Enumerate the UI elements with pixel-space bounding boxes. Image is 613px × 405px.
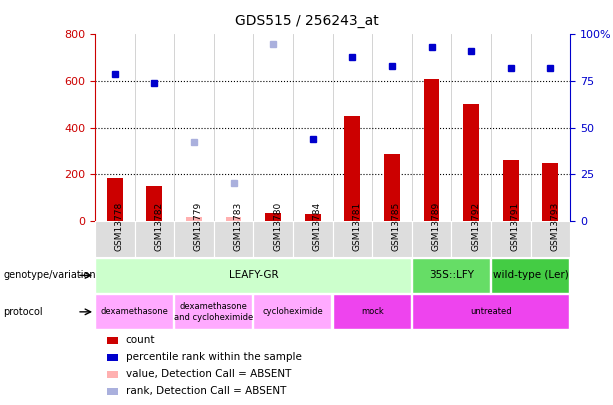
Text: GSM13793: GSM13793 [550,202,559,251]
Text: mock: mock [361,307,384,316]
Bar [463,104,479,221]
Text: GSM13785: GSM13785 [392,202,401,251]
Text: GSM13792: GSM13792 [471,202,480,251]
Text: LEAFY-GR: LEAFY-GR [229,271,278,280]
Bar [503,160,519,221]
FancyBboxPatch shape [412,294,569,329]
FancyBboxPatch shape [174,221,214,257]
FancyBboxPatch shape [293,221,332,257]
FancyBboxPatch shape [174,294,252,329]
Text: 35S::LFY: 35S::LFY [429,271,474,280]
FancyBboxPatch shape [332,221,372,257]
Text: percentile rank within the sample: percentile rank within the sample [126,352,302,362]
Text: GSM13784: GSM13784 [313,202,322,251]
FancyBboxPatch shape [214,221,253,257]
Bar [226,217,242,221]
FancyBboxPatch shape [491,258,569,293]
Text: GDS515 / 256243_at: GDS515 / 256243_at [235,14,378,28]
Text: untreated: untreated [470,307,512,316]
Text: GSM13782: GSM13782 [154,202,164,251]
Bar [265,213,281,221]
Text: GSM13783: GSM13783 [234,202,243,251]
FancyBboxPatch shape [95,258,411,293]
FancyBboxPatch shape [135,221,174,257]
Bar [384,154,400,221]
Text: GSM13789: GSM13789 [432,202,441,251]
Text: GSM13779: GSM13779 [194,202,203,251]
Text: GSM13791: GSM13791 [511,202,520,251]
Bar [345,116,360,221]
Text: wild-type (Ler): wild-type (Ler) [493,271,568,280]
Text: GSM13780: GSM13780 [273,202,282,251]
Bar [186,217,202,221]
Text: rank, Detection Call = ABSENT: rank, Detection Call = ABSENT [126,386,286,396]
FancyBboxPatch shape [451,221,491,257]
Bar [424,79,440,221]
Bar [147,186,162,221]
Bar [107,178,123,221]
FancyBboxPatch shape [412,258,490,293]
Text: GSM13781: GSM13781 [352,202,361,251]
FancyBboxPatch shape [332,294,411,329]
FancyBboxPatch shape [95,294,173,329]
Bar [186,217,202,221]
Bar [226,217,242,221]
Text: genotype/variation: genotype/variation [3,271,96,280]
Text: dexamethasone
and cycloheximide: dexamethasone and cycloheximide [174,302,253,322]
FancyBboxPatch shape [253,221,293,257]
Text: cycloheximide: cycloheximide [262,307,323,316]
FancyBboxPatch shape [95,221,135,257]
Text: dexamethasone: dexamethasone [101,307,169,316]
Text: protocol: protocol [3,307,43,317]
Text: value, Detection Call = ABSENT: value, Detection Call = ABSENT [126,369,291,379]
Bar [305,214,321,221]
FancyBboxPatch shape [412,221,451,257]
FancyBboxPatch shape [491,221,530,257]
FancyBboxPatch shape [530,221,570,257]
FancyBboxPatch shape [372,221,412,257]
Bar [543,163,558,221]
FancyBboxPatch shape [253,294,332,329]
Text: GSM13778: GSM13778 [115,202,124,251]
Text: count: count [126,335,155,345]
